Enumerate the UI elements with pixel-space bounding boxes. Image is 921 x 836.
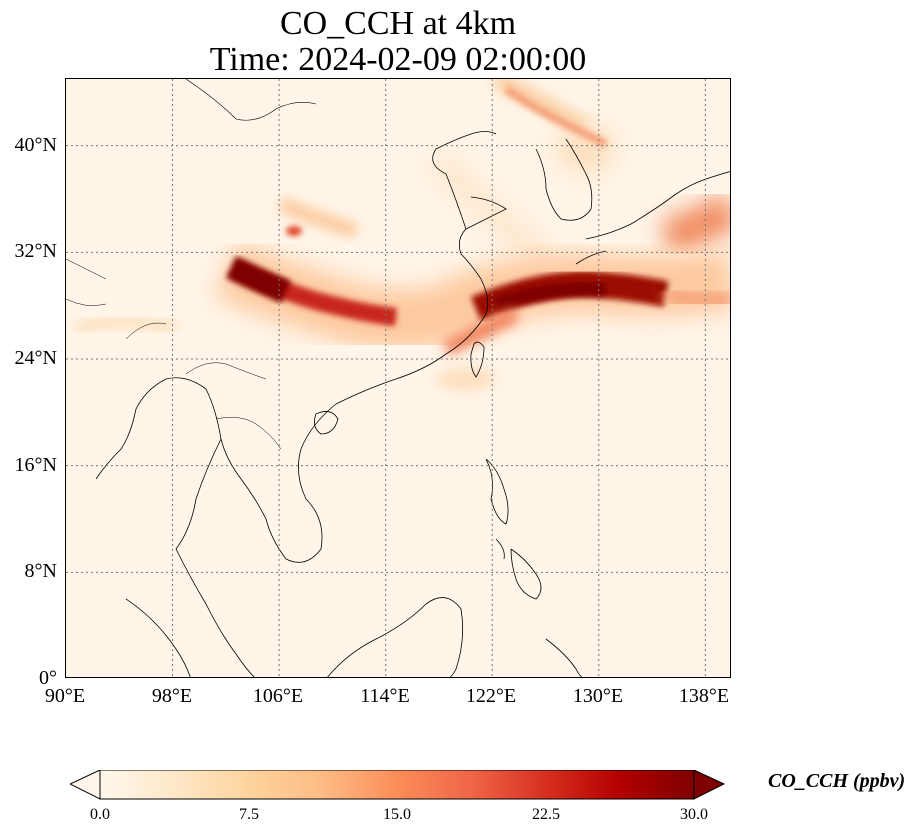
colorbar-label: CO_CCH (ppbv) [768, 770, 906, 792]
map-title: CO_CCH at 4km [279, 5, 517, 42]
colorbar [70, 770, 725, 800]
y-tick-label: 32°N [14, 240, 57, 262]
colorbar-tick-label: 22.5 [532, 806, 560, 823]
y-tick-label: 24°N [14, 347, 57, 369]
colorbar-gradient [99, 770, 695, 800]
x-tick-label: 114°E [360, 685, 410, 707]
graticule [66, 79, 730, 677]
x-tick-label: 138°E [678, 685, 730, 707]
colorbar-over-extension [693, 770, 725, 800]
colorbar-tick-label: 15.0 [383, 806, 411, 823]
x-tick-label: 98°E [151, 685, 193, 707]
x-tick-label: 130°E [572, 685, 624, 707]
map-panel[interactable] [65, 78, 731, 678]
x-tick-label: 90°E [44, 685, 86, 707]
x-tick-label: 106°E [252, 685, 304, 707]
colorbar-tick-label: 30.0 [680, 806, 708, 823]
colorbar-under-extension [70, 770, 101, 800]
y-tick-label: 8°N [24, 560, 57, 582]
colorbar-tick-label: 0.0 [90, 806, 110, 823]
map-subtitle-time: Time: 2024-02-09 02:00:00 [209, 41, 587, 78]
y-tick-label: 16°N [14, 454, 57, 476]
colorbar-tick-label: 7.5 [239, 806, 259, 823]
y-tick-label: 0° [39, 667, 57, 689]
x-tick-label: 122°E [465, 685, 517, 707]
y-tick-label: 40°N [14, 134, 57, 156]
coastlines [66, 79, 730, 677]
co-concentration-field [73, 79, 730, 391]
map-canvas [66, 79, 730, 677]
